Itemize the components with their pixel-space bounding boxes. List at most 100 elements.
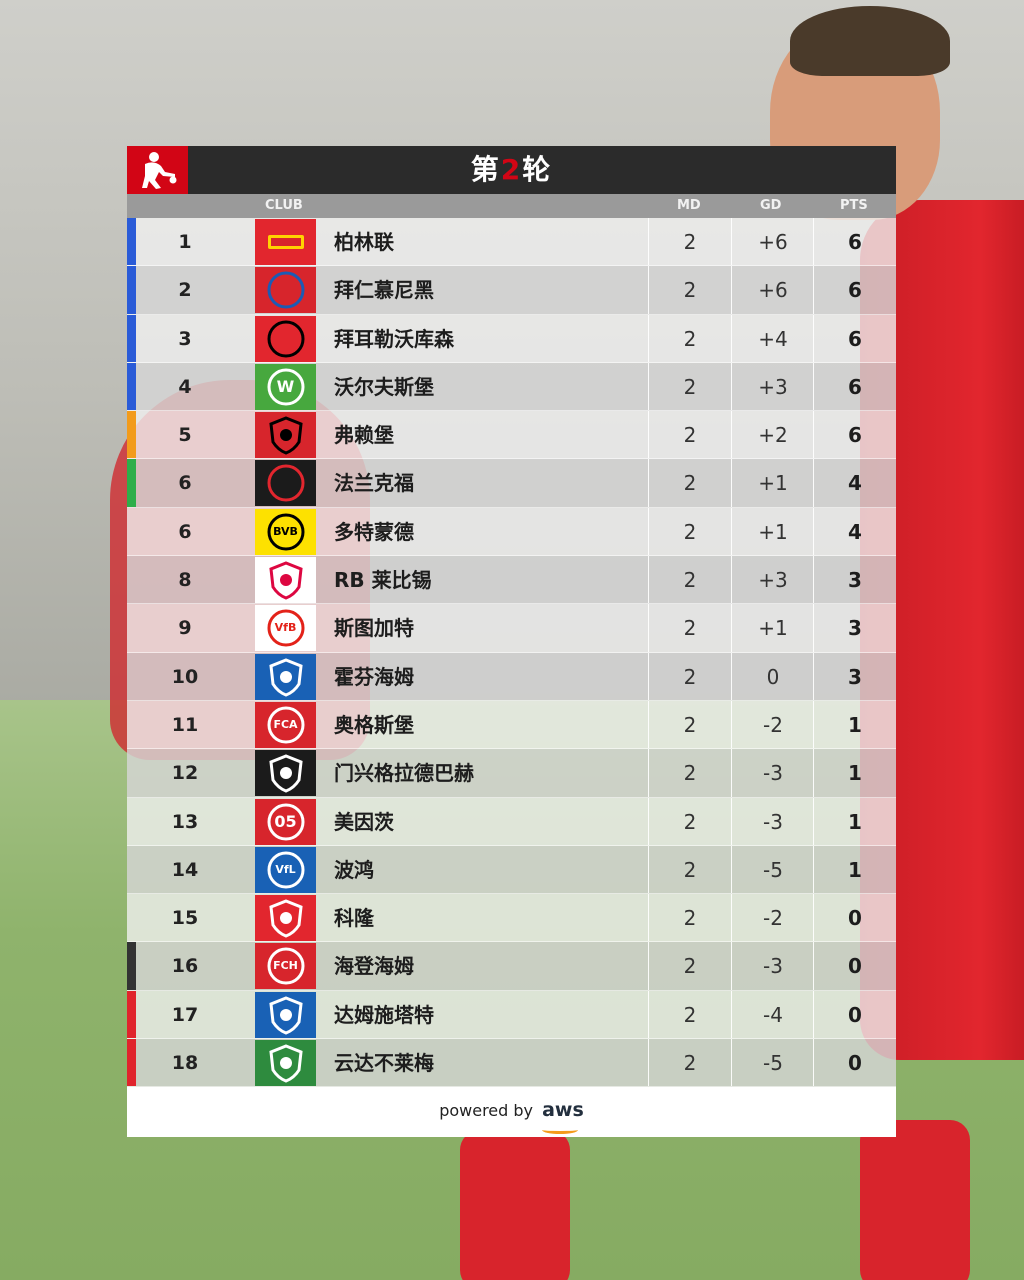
column-divider: [731, 266, 732, 314]
position: 4: [178, 375, 192, 398]
club-name: 拜耳勒沃库森: [334, 326, 454, 351]
column-divider: [731, 556, 732, 604]
column-divider: [731, 652, 732, 700]
qualification-bar: [127, 218, 136, 266]
cell-pts: 6: [848, 326, 862, 351]
leverkusen-icon: [255, 315, 316, 362]
position: 18: [171, 1052, 199, 1075]
qualification-bar: [127, 846, 136, 893]
union-berlin-icon: [255, 219, 316, 265]
cell-pts: 1: [848, 857, 862, 882]
player-hair: [790, 6, 950, 76]
column-divider: [813, 797, 814, 845]
column-divider: [731, 411, 732, 459]
cell-md: 2: [683, 471, 697, 496]
club-name: 多特蒙德: [334, 519, 414, 544]
cell-md: 2: [683, 712, 697, 737]
qualification-bar: [127, 653, 136, 700]
cell-gd: +2: [758, 423, 788, 448]
cell-gd: +1: [758, 616, 788, 641]
cell-pts: 1: [848, 712, 862, 737]
column-divider: [648, 845, 649, 894]
cell-md: 2: [683, 568, 697, 593]
gladbach-icon: [255, 750, 316, 797]
table-row: 8 RB 莱比锡 2 +3 3: [127, 556, 896, 605]
qualification-bar: [127, 362, 136, 411]
position: 12: [171, 762, 199, 785]
table-header: 第2轮: [127, 146, 896, 194]
cell-pts: 4: [848, 519, 862, 544]
qualification-bar: [127, 701, 136, 748]
column-divider: [648, 942, 649, 990]
column-divider: [731, 894, 732, 942]
club-name: 美因茨: [334, 809, 394, 834]
club-name: 达姆施塔特: [334, 1002, 434, 1027]
cell-gd: +6: [758, 230, 788, 254]
wolfsburg-icon: W: [255, 363, 316, 410]
cell-gd: -5: [763, 1051, 783, 1076]
column-divider: [813, 459, 814, 507]
column-divider: [813, 604, 814, 652]
column-divider: [813, 749, 814, 797]
cell-md: 2: [683, 278, 697, 303]
badge-text: VfB: [274, 621, 297, 635]
cell-md: 2: [683, 664, 697, 689]
bochum-icon: VfL: [255, 846, 316, 893]
column-club: CLUB: [265, 198, 303, 213]
column-divider: [731, 507, 732, 556]
cell-md: 2: [683, 374, 697, 399]
qualification-bar: [127, 1039, 136, 1087]
column-divider: [731, 942, 732, 990]
column-divider: [813, 942, 814, 990]
column-divider: [648, 797, 649, 845]
column-divider: [731, 459, 732, 507]
badge-text: 05: [274, 811, 297, 831]
column-divider: [731, 362, 732, 411]
club-name: 斯图加特: [334, 616, 414, 641]
cell-pts: 6: [848, 374, 862, 399]
powered-by-text: powered by: [439, 1101, 534, 1120]
augsburg-icon: FCA: [255, 701, 316, 748]
cell-gd: -5: [763, 857, 783, 882]
freiburg-icon: [255, 412, 316, 459]
badge-text: VfL: [275, 862, 296, 876]
qualification-bar: [127, 411, 136, 459]
standings-table: 第2轮 CLUB MD GD PTS 1 柏林联 2 +6 6 2 拜仁慕尼黑 2 +6 6 3 拜耳…: [127, 146, 896, 1137]
leipzig-icon: [255, 557, 316, 604]
cell-pts: 0: [848, 1002, 862, 1027]
sponsor-footer: powered by aws: [127, 1087, 896, 1137]
table-row: 6 BVB 多特蒙德 2 +1 4: [127, 507, 896, 557]
table-row: 16 FCH 海登海姆 2 -3 0: [127, 942, 896, 991]
qualification-bar: [127, 556, 136, 603]
column-divider: [813, 556, 814, 604]
table-row: 3 拜耳勒沃库森 2 +4 6: [127, 314, 896, 363]
column-divider: [813, 507, 814, 556]
stuttgart-icon: VfB: [255, 605, 316, 652]
position: 9: [178, 617, 192, 640]
cell-md: 2: [683, 616, 697, 641]
club-name: 拜仁慕尼黑: [334, 278, 434, 303]
club-name: 波鸿: [334, 857, 374, 882]
column-divider: [813, 314, 814, 362]
club-name: 门兴格拉德巴赫: [334, 761, 474, 786]
column-divider: [813, 990, 814, 1039]
aws-smile-icon: [542, 1126, 579, 1134]
column-divider: [648, 459, 649, 507]
column-divider: [648, 604, 649, 652]
column-divider: [731, 700, 732, 749]
cell-pts: 3: [848, 616, 862, 641]
cell-gd: -2: [763, 906, 783, 931]
club-name: 柏林联: [334, 230, 394, 254]
cell-md: 2: [683, 761, 697, 786]
cell-md: 2: [683, 326, 697, 351]
cell-gd: -3: [763, 954, 783, 979]
cell-gd: +6: [758, 278, 788, 303]
column-divider: [731, 749, 732, 797]
column-divider: [648, 218, 649, 266]
column-divider: [731, 845, 732, 894]
column-divider: [813, 652, 814, 700]
table-row: 11 FCA 奥格斯堡 2 -2 1: [127, 700, 896, 750]
position: 5: [178, 424, 192, 447]
position: 3: [178, 327, 192, 350]
cell-pts: 3: [848, 568, 862, 593]
